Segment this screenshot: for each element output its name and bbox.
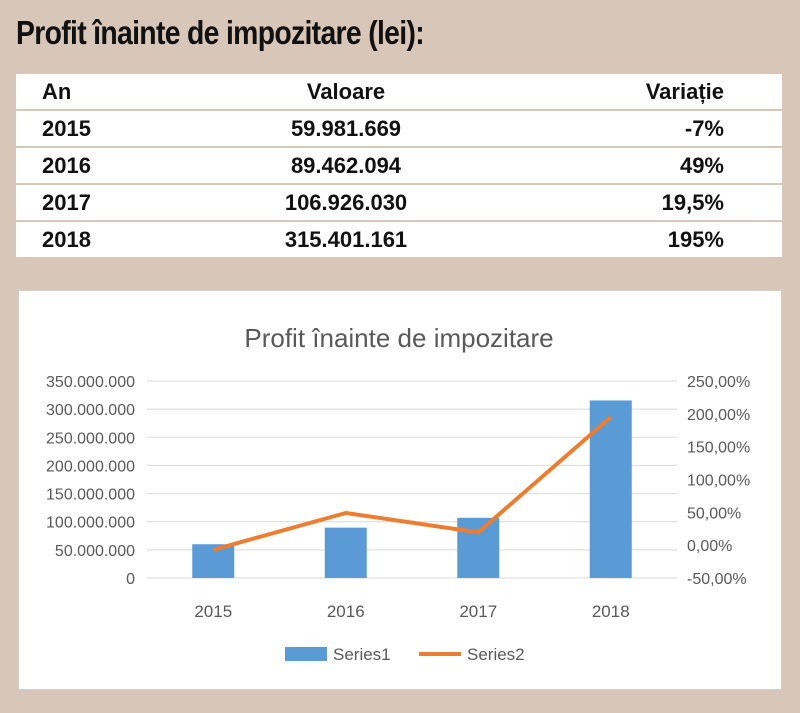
legend-swatch-series1 — [285, 647, 327, 661]
y-left-tick-label: 350.000.000 — [46, 374, 135, 391]
y-right-tick-label: 200,00% — [687, 407, 750, 424]
x-tick-label: 2018 — [592, 602, 630, 621]
cell-variation: 49% — [536, 148, 782, 185]
bar-2017 — [457, 517, 500, 578]
cell-value: 106.926.030 — [156, 185, 536, 222]
table-row: 2017 106.926.030 19,5% — [16, 185, 782, 222]
cell-value: 89.462.094 — [156, 148, 536, 185]
table-row: 2016 89.462.094 49% — [16, 148, 782, 185]
cell-value: 315.401.161 — [156, 222, 536, 259]
series2-line — [212, 415, 613, 552]
bar-2018 — [589, 400, 632, 578]
cell-year: 2018 — [16, 222, 156, 259]
y-right-tick-label: 100,00% — [687, 473, 750, 490]
page-title: Profit înainte de impozitare (lei): — [16, 14, 425, 51]
y-right-tick-label: 0,00% — [687, 538, 732, 555]
legend-label-series1: Series1 — [333, 645, 391, 664]
legend-label-series2: Series2 — [467, 645, 525, 664]
y-left-tick-label: 0 — [126, 571, 135, 588]
x-tick-label: 2016 — [327, 602, 365, 621]
cell-variation: 195% — [536, 222, 782, 259]
y-left-tick-label: 300.000.000 — [46, 402, 135, 419]
cell-variation: -7% — [536, 111, 782, 148]
cell-variation: 19,5% — [536, 185, 782, 222]
chart-title: Profit înainte de impozitare — [244, 323, 553, 353]
y-left-tick-label: 250.000.000 — [46, 430, 135, 447]
cell-year: 2015 — [16, 111, 156, 148]
y-left-tick-label: 50.000.000 — [55, 543, 135, 560]
table-row: 2018 315.401.161 195% — [16, 222, 782, 259]
table-row: 2015 59.981.669 -7% — [16, 111, 782, 148]
y-right-tick-label: 50,00% — [687, 505, 741, 522]
y-right-tick-label: -50,00% — [687, 571, 747, 588]
y-left-tick-label: 150.000.000 — [46, 487, 135, 504]
column-header-value: Valoare — [156, 74, 536, 111]
x-tick-label: 2015 — [194, 602, 232, 621]
column-header-year: An — [16, 74, 156, 111]
bar-2015 — [192, 544, 235, 578]
y-left-tick-label: 100.000.000 — [46, 515, 135, 532]
cell-year: 2016 — [16, 148, 156, 185]
y-right-tick-label: 250,00% — [687, 374, 750, 391]
chart-card: Profit înainte de impozitare 0 50.000.000… — [18, 290, 782, 690]
y-left-tick-label: 200.000.000 — [46, 458, 135, 475]
cell-year: 2017 — [16, 185, 156, 222]
column-header-variation: Variație — [536, 74, 782, 111]
x-tick-label: 2017 — [459, 602, 497, 621]
bar-2016 — [324, 527, 367, 578]
cell-value: 59.981.669 — [156, 111, 536, 148]
profit-chart: Profit înainte de impozitare 0 50.000.000… — [46, 323, 750, 664]
table-header-row: An Valoare Variație — [16, 74, 782, 111]
y-right-tick-label: 150,00% — [687, 440, 750, 457]
profit-table: An Valoare Variație 2015 59.981.669 -7% … — [16, 74, 782, 259]
